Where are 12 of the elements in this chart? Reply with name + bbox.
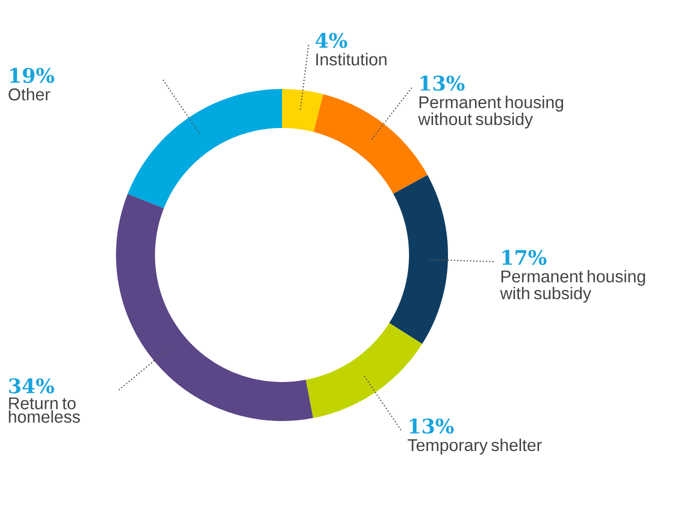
slice-label: Other <box>8 88 50 100</box>
data-label: 17% <box>502 250 546 265</box>
data-label: 13% <box>410 418 454 434</box>
slice-label: Permanent housing without subsidy <box>418 96 564 128</box>
data-label: 34% <box>9 378 54 394</box>
slice-label: Permanent housing with subsidy <box>500 270 646 303</box>
data-label: 19% <box>10 68 54 83</box>
data-label: 13% <box>420 76 464 91</box>
slice-label: Temporary shelter <box>408 438 542 454</box>
data-label: 4% <box>316 32 348 48</box>
slice-label: Institution <box>316 52 386 66</box>
slice-label: Return to homeless <box>8 397 80 423</box>
